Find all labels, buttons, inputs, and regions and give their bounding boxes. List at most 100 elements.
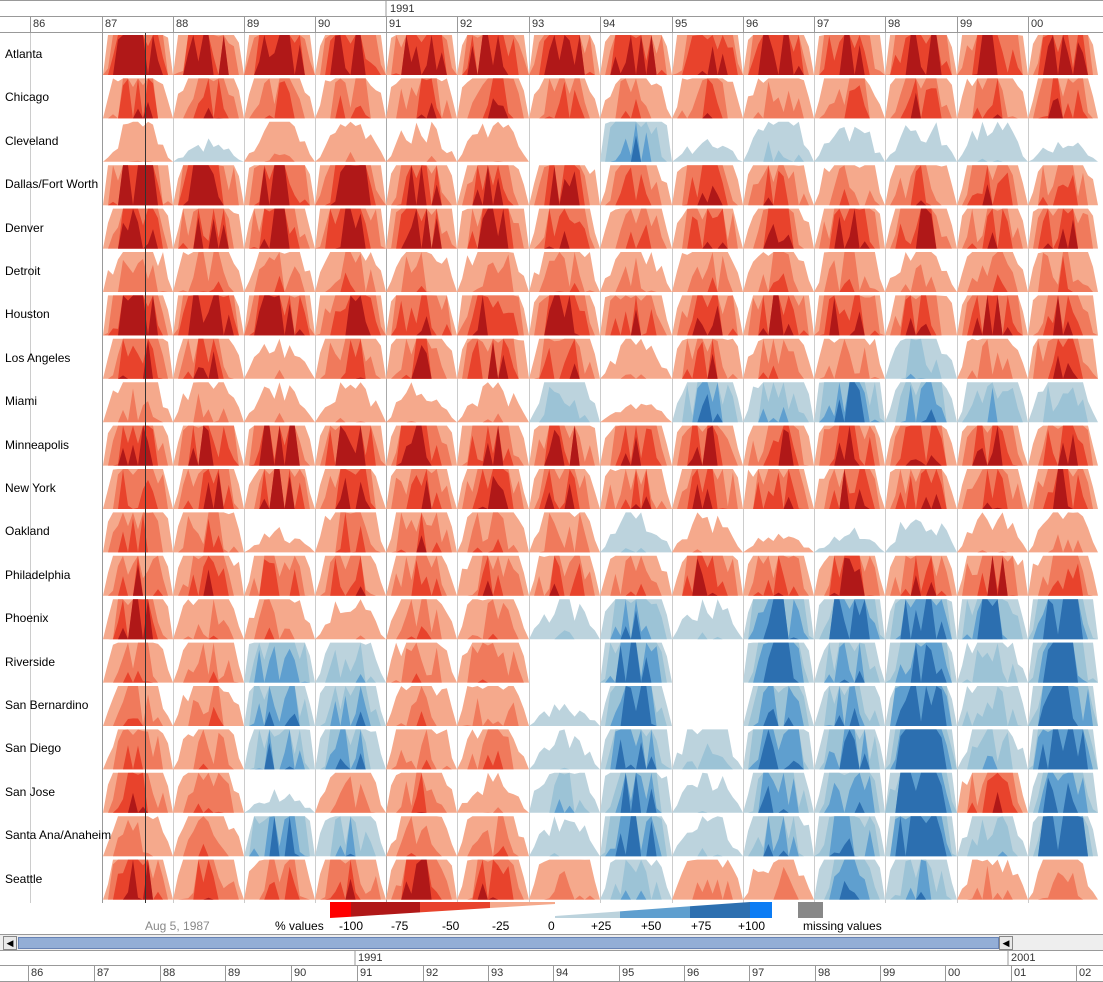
overview-year-tick: 91 xyxy=(360,967,373,979)
negative-band xyxy=(957,208,1028,249)
positive-band xyxy=(600,772,672,813)
negative-band xyxy=(814,165,885,206)
negative-band xyxy=(600,35,672,75)
city-label: New York xyxy=(5,481,56,495)
legend-swatch-neg100 xyxy=(330,902,351,918)
negative-band xyxy=(1028,512,1098,553)
negative-band xyxy=(743,469,814,509)
scroll-right-button[interactable]: ◀ xyxy=(999,936,1013,950)
positive-band xyxy=(600,686,672,726)
negative-band xyxy=(103,160,173,162)
negative-band xyxy=(814,278,885,292)
positive-band xyxy=(743,642,814,683)
series-row xyxy=(103,686,1098,726)
negative-band xyxy=(600,98,672,119)
negative-band xyxy=(244,527,315,553)
legend-label: 0 xyxy=(548,919,555,933)
negative-band xyxy=(885,317,957,336)
city-label: San Bernardino xyxy=(5,698,89,712)
negative-band xyxy=(386,165,457,206)
negative-band xyxy=(103,745,173,770)
positive-band xyxy=(814,838,885,857)
negative-band xyxy=(1028,563,1098,596)
horizontal-scrollbar[interactable]: ◀ ◀ xyxy=(0,934,1103,951)
negative-band xyxy=(600,403,672,423)
negative-band xyxy=(386,252,457,292)
negative-band xyxy=(885,295,957,336)
positive-band xyxy=(529,599,600,640)
negative-band xyxy=(103,514,173,553)
legend-label: -50 xyxy=(442,919,460,933)
positive-band xyxy=(957,816,1028,857)
negative-band xyxy=(957,339,1028,379)
negative-band xyxy=(529,483,600,509)
top-year-tick: 93 xyxy=(532,18,545,30)
negative-band xyxy=(386,35,457,75)
positive-band xyxy=(600,739,672,770)
negative-band xyxy=(244,35,315,75)
negative-band xyxy=(457,121,529,162)
negative-band xyxy=(103,564,173,596)
city-label: Phoenix xyxy=(5,611,49,626)
top-year-tick: 99 xyxy=(960,18,973,30)
positive-band xyxy=(244,816,315,857)
negative-band xyxy=(386,102,457,119)
negative-band xyxy=(743,859,814,900)
negative-band xyxy=(173,107,244,119)
positive-band xyxy=(672,743,743,770)
negative-band xyxy=(244,559,315,596)
scrollbar-thumb[interactable] xyxy=(18,937,999,949)
negative-band xyxy=(885,264,957,292)
positive-band xyxy=(743,729,814,770)
negative-band xyxy=(386,599,457,640)
time-cursor-line[interactable] xyxy=(145,33,146,903)
positive-band xyxy=(600,859,672,900)
positive-band xyxy=(743,816,814,857)
negative-band xyxy=(386,78,457,119)
negative-band xyxy=(529,512,600,553)
overview-year-tick: 90 xyxy=(294,967,307,979)
positive-band xyxy=(885,816,957,857)
positive-band xyxy=(957,729,1028,770)
positive-band xyxy=(1028,686,1098,726)
cursor-date-label: Aug 5, 1987 xyxy=(145,919,210,933)
negative-band xyxy=(600,309,672,336)
overview-focus-year: 1991 xyxy=(358,952,383,964)
negative-band xyxy=(457,729,529,770)
negative-band xyxy=(244,81,315,119)
positive-band xyxy=(814,729,885,770)
negative-band xyxy=(103,78,173,119)
series-row xyxy=(103,425,1098,466)
positive-band xyxy=(1028,642,1098,683)
negative-band xyxy=(315,252,386,292)
series-row xyxy=(103,555,1098,596)
negative-band xyxy=(743,273,814,292)
positive-band xyxy=(244,711,315,726)
legend-title: % values xyxy=(275,919,324,933)
positive-band xyxy=(885,686,957,726)
negative-band xyxy=(173,165,244,206)
negative-band xyxy=(885,208,957,249)
scroll-left-button[interactable]: ◀ xyxy=(3,936,17,950)
positive-band xyxy=(529,630,600,640)
negative-band xyxy=(814,557,885,596)
series-row xyxy=(103,729,1098,770)
positive-band xyxy=(957,686,1028,726)
positive-band xyxy=(957,121,1028,162)
negative-band xyxy=(103,819,173,857)
top-year-tick: 00 xyxy=(1031,18,1044,30)
overview-year-tick: 00 xyxy=(948,967,961,979)
city-label: Dallas/Fort Worth xyxy=(5,177,99,192)
legend-label: +25 xyxy=(591,919,612,933)
positive-band xyxy=(529,772,600,813)
negative-band xyxy=(315,338,386,379)
negative-band xyxy=(529,252,600,292)
negative-band xyxy=(244,425,315,466)
positive-band xyxy=(600,816,672,857)
negative-band xyxy=(244,338,315,379)
negative-band xyxy=(529,208,600,249)
negative-band xyxy=(814,297,885,336)
positive-band xyxy=(885,382,957,423)
positive-band xyxy=(529,386,600,423)
negative-band xyxy=(600,338,672,379)
